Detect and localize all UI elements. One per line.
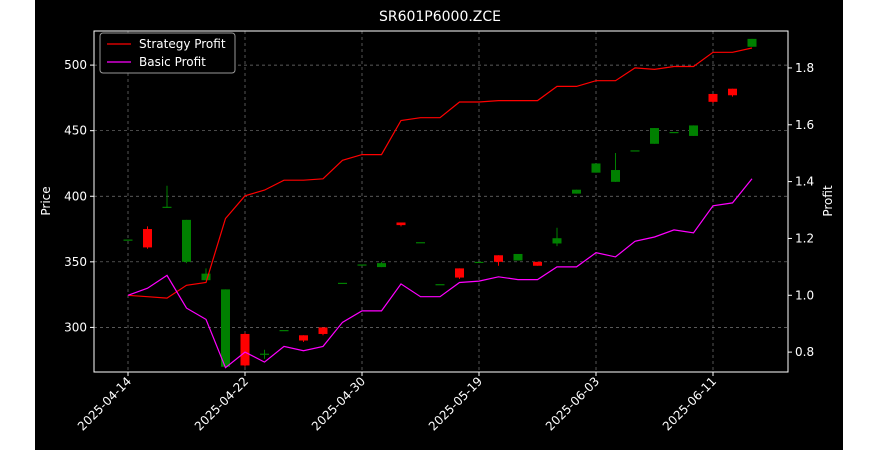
right-tick-label: 1.0 — [795, 288, 814, 302]
right-tick-label: 0.8 — [795, 345, 814, 359]
candle-body — [201, 273, 211, 281]
left-y-ticks: 300 350 400 450 500 — [64, 58, 94, 334]
candle-body — [435, 284, 445, 286]
candle-body — [689, 125, 698, 136]
candle-body — [416, 242, 425, 244]
candles — [123, 38, 757, 367]
profit-lines — [127, 47, 753, 369]
chart-svg: 300 350 400 450 500 0.8 1.0 1.2 1.4 1.6 1.8 2025-… — [39, 9, 835, 433]
x-tick-label: 2025-06-11 — [660, 374, 719, 433]
candle-body — [260, 353, 269, 355]
candle-body — [513, 253, 523, 261]
x-ticks: 2025-04-14 2025-04-22 2025-04-30 2025-05-19… — [75, 372, 719, 433]
legend-label-strategy: Strategy Profit — [139, 37, 226, 51]
candle-body — [377, 263, 386, 268]
candle-body — [299, 335, 308, 341]
right-tick-label: 1.2 — [795, 231, 814, 245]
x-tick-label: 2025-04-14 — [75, 374, 134, 433]
candle-body — [650, 128, 659, 144]
series-line-basic-profit — [127, 178, 753, 369]
legend: Strategy Profit Basic Profit — [99, 32, 236, 74]
left-tick-label: 450 — [64, 124, 87, 138]
right-tick-label: 1.6 — [795, 118, 814, 132]
candle-body — [221, 289, 230, 367]
legend-label-basic: Basic Profit — [139, 55, 206, 69]
candle-body — [533, 261, 542, 266]
candle-body — [708, 93, 718, 102]
candle-body — [143, 229, 152, 248]
candle-body — [279, 330, 289, 332]
candle-body — [669, 131, 679, 134]
candle-body — [240, 333, 250, 366]
candle-body — [572, 189, 581, 194]
y-axis-left-label: Price — [39, 186, 53, 215]
candle-body — [591, 163, 601, 173]
chart-title: SR601P6000.ZCE — [379, 9, 501, 25]
left-tick-label: 350 — [64, 255, 87, 269]
candle-body — [455, 268, 464, 278]
candle-body — [747, 38, 757, 47]
candle-body — [728, 88, 737, 96]
right-y-ticks: 0.8 1.0 1.2 1.4 1.6 1.8 — [788, 61, 814, 359]
candle-body — [611, 170, 620, 182]
candle-body — [474, 261, 484, 264]
left-tick-label: 300 — [64, 320, 87, 334]
grid-lines — [94, 31, 788, 372]
chart-figure: 300 350 400 450 500 0.8 1.0 1.2 1.4 1.6 1.8 2025-… — [35, 0, 843, 450]
candle-body — [182, 219, 191, 262]
candle-body — [123, 239, 133, 241]
left-tick-label: 400 — [64, 189, 87, 203]
candle-body — [630, 150, 640, 152]
series-line-strategy-profit — [127, 47, 753, 299]
right-tick-label: 1.8 — [795, 61, 814, 75]
left-tick-label: 500 — [64, 58, 87, 72]
y-axis-right-label: Profit — [821, 185, 835, 217]
plot-frame — [93, 30, 789, 373]
candle-body — [396, 222, 406, 226]
candle-body — [318, 327, 328, 334]
x-tick-label: 2025-04-22 — [192, 374, 251, 433]
x-tick-label: 2025-04-30 — [309, 374, 368, 433]
right-tick-label: 1.4 — [795, 175, 814, 189]
candle-body — [162, 206, 172, 208]
candle-body — [494, 255, 503, 262]
x-tick-label: 2025-06-03 — [543, 374, 602, 433]
candle-body — [552, 238, 562, 244]
x-tick-label: 2025-05-19 — [426, 374, 485, 433]
candle-body — [338, 282, 347, 285]
candle-body — [357, 264, 367, 266]
legend-box — [99, 32, 236, 74]
